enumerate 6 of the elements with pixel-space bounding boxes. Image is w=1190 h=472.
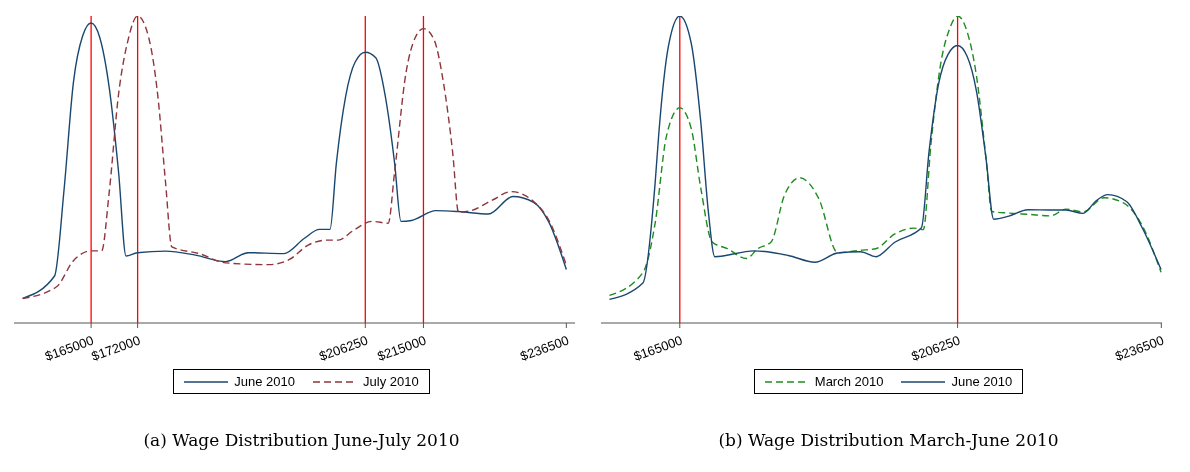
- legend-label: July 2010: [362, 374, 419, 389]
- legend-label: March 2010: [813, 374, 884, 389]
- legend-label: June 2010: [233, 374, 296, 389]
- text: (b) Wage Distribution March-June 2010: [717, 430, 1060, 450]
- legend-label: June 2010: [950, 374, 1013, 389]
- text: (a) Wage Distribution June-July 2010: [142, 430, 461, 450]
